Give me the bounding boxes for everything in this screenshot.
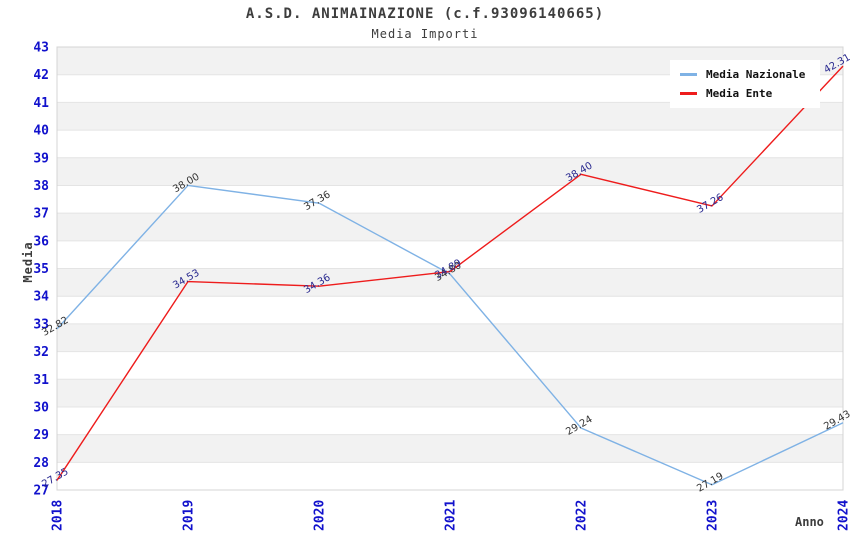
- plot-border: [56, 46, 844, 491]
- y-tick-label: 36: [33, 234, 49, 249]
- y-tick-label: 41: [33, 96, 49, 111]
- grid-band: [57, 323, 843, 352]
- x-tick-label: 2024: [837, 500, 850, 531]
- series-line-media-ente: [56, 65, 844, 481]
- data-label: 27.19: [695, 471, 725, 495]
- legend: Media Nazionale Media Ente: [670, 60, 820, 108]
- y-tick-label: 39: [33, 151, 49, 166]
- x-tick-label: 2023: [706, 500, 721, 531]
- chart-subtitle: Media Importi: [371, 27, 479, 41]
- data-label: 29.43: [822, 409, 850, 433]
- y-tick-label: 27: [33, 484, 49, 499]
- x-tick-label: 2019: [182, 500, 197, 531]
- legend-label-media-ente: Media Ente: [706, 87, 773, 100]
- y-tick-label: 34: [33, 290, 49, 305]
- y-tick-label: 35: [33, 262, 49, 277]
- y-tick-label: 29: [33, 428, 49, 443]
- data-label: 37.26: [695, 192, 725, 216]
- y-tick-label: 28: [33, 456, 49, 471]
- legend-item-media-nazionale: Media Nazionale: [680, 65, 820, 84]
- grid-band: [57, 379, 843, 407]
- y-axis-title: Media: [21, 241, 35, 283]
- y-tick-label: 30: [33, 400, 49, 415]
- x-tick-label: 2021: [444, 500, 459, 531]
- grid-band: [57, 434, 843, 463]
- x-tick-label: 2018: [51, 500, 66, 531]
- data-label: 37.36: [302, 189, 332, 213]
- y-tick-label: 31: [33, 373, 49, 388]
- series-line-media-nazionale: [56, 184, 844, 486]
- y-tick-label: 38: [33, 179, 49, 194]
- chart-title: A.S.D. ANIMAINAZIONE (c.f.93096140665): [245, 6, 605, 22]
- x-tick-label: 2020: [313, 500, 328, 531]
- y-tick-label: 33: [33, 317, 49, 332]
- y-tick-label: 32: [33, 345, 49, 360]
- y-tick-label: 42: [33, 68, 49, 83]
- legend-swatch-media-nazionale: [680, 73, 697, 76]
- y-tick-label: 37: [33, 207, 49, 222]
- y-tick-label: 40: [33, 124, 49, 139]
- legend-swatch-media-ente: [680, 92, 697, 95]
- legend-item-media-ente: Media Ente: [680, 84, 820, 103]
- grid-band: [57, 157, 843, 186]
- grid-band: [57, 213, 843, 241]
- y-tick-label: 43: [33, 41, 49, 56]
- legend-label-media-nazionale: Media Nazionale: [706, 68, 806, 81]
- x-tick-label: 2022: [575, 500, 590, 531]
- x-axis-title: Anno: [795, 515, 824, 529]
